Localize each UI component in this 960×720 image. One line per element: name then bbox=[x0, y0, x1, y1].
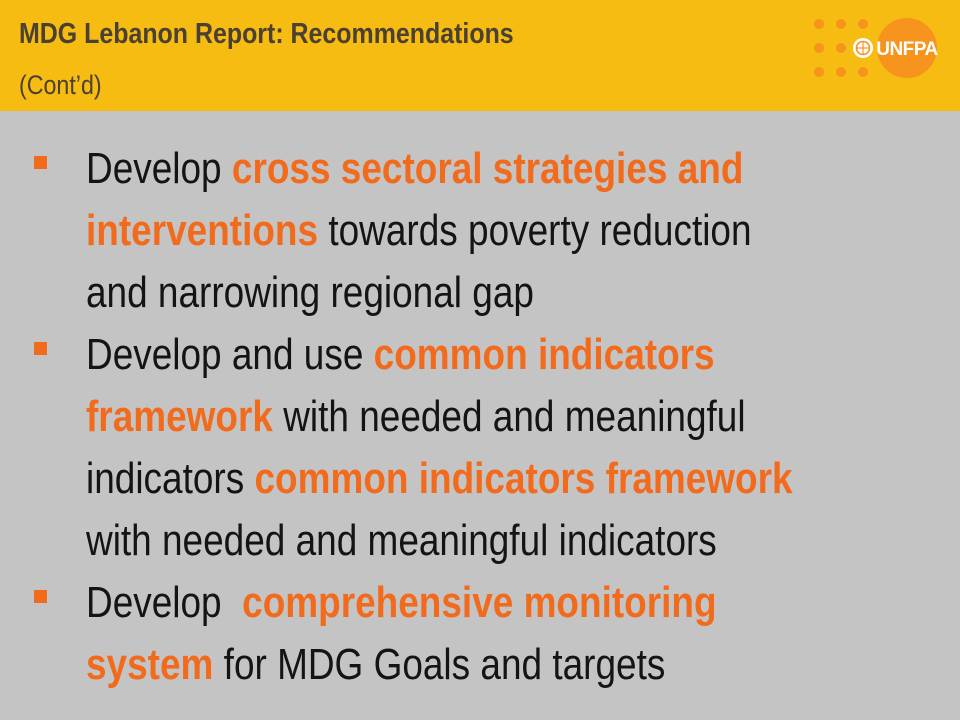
un-emblem-icon bbox=[853, 38, 873, 58]
bullet-line: framework with needed and meaningful bbox=[86, 386, 918, 448]
plain-text: towards poverty reduction bbox=[318, 206, 752, 255]
plain-text: Develop and use bbox=[86, 330, 374, 379]
highlight-phrase: cross sectoral strategies and bbox=[231, 144, 744, 193]
header-band: MDG Lebanon Report: Recommendations (Con… bbox=[0, 0, 960, 111]
bullet-line: Develop and use common indicators bbox=[86, 324, 918, 386]
slide-title: MDG Lebanon Report: Recommendations bbox=[19, 18, 514, 50]
unfpa-logo-text: UNFPA bbox=[876, 39, 938, 60]
slide-subtitle: (Cont’d) bbox=[19, 70, 102, 100]
bullet-square-icon bbox=[34, 342, 47, 355]
plain-text: Develop bbox=[86, 144, 232, 193]
bullet-square-icon bbox=[34, 156, 47, 169]
unfpa-logo: UNFPA bbox=[814, 18, 938, 78]
plain-text: indicators bbox=[86, 454, 255, 503]
bullet-line: Develop comprehensive monitoring bbox=[86, 572, 918, 634]
bullet-text: Develop comprehensive monitoring system f… bbox=[86, 572, 918, 696]
bullet-line: with needed and meaningful indicators bbox=[86, 510, 918, 572]
bullet-square-icon bbox=[34, 590, 47, 603]
bullet-item: Develop comprehensive monitoring system f… bbox=[0, 572, 960, 696]
bullet-line: interventions towards poverty reduction bbox=[86, 200, 918, 262]
bullet-text: Develop and use common indicators framewo… bbox=[86, 324, 918, 572]
plain-text: with needed and meaningful bbox=[272, 392, 746, 441]
plain-text: and narrowing regional gap bbox=[86, 268, 534, 317]
highlight-phrase: common indicators bbox=[373, 330, 715, 379]
plain-text: for MDG Goals and targets bbox=[213, 640, 666, 689]
highlight-phrase: system bbox=[86, 640, 214, 689]
highlight-phrase: framework bbox=[86, 392, 273, 441]
highlight-phrase: common indicators framework bbox=[254, 454, 793, 503]
plain-text: with needed and meaningful indicators bbox=[86, 516, 717, 565]
bullet-line: indicators common indicators framework bbox=[86, 448, 918, 510]
bullet-line: Develop cross sectoral strategies and bbox=[86, 138, 918, 200]
bullet-line: system for MDG Goals and targets bbox=[86, 634, 918, 696]
bullet-line: and narrowing regional gap bbox=[86, 262, 918, 324]
highlight-phrase: interventions bbox=[86, 206, 319, 255]
bullet-item: Develop and use common indicators framewo… bbox=[0, 324, 960, 572]
bullet-item: Develop cross sectoral strategies and int… bbox=[0, 138, 960, 324]
highlight-phrase: comprehensive monitoring bbox=[242, 578, 717, 627]
bullet-text: Develop cross sectoral strategies and int… bbox=[86, 138, 918, 324]
bullet-list: Develop cross sectoral strategies and int… bbox=[0, 138, 960, 696]
plain-text: Develop bbox=[86, 578, 243, 627]
